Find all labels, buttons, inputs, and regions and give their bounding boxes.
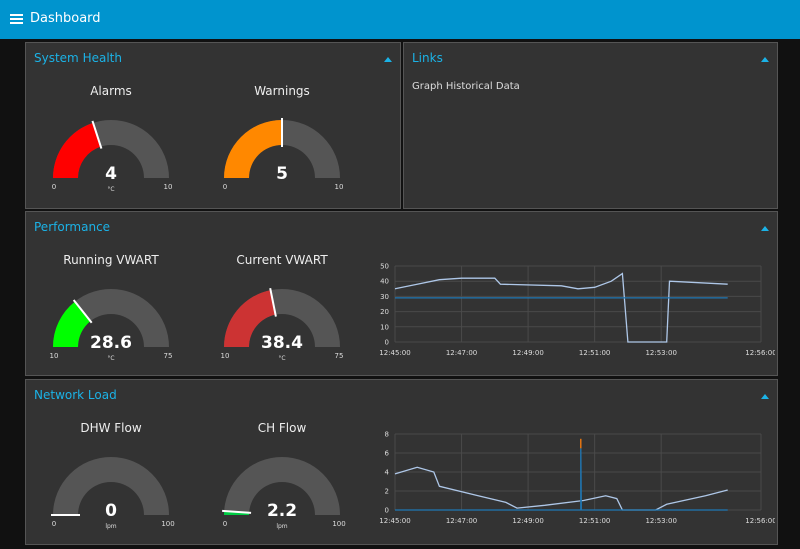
panel-title: Performance [34,220,111,234]
gauge-track [53,457,169,515]
panel-system-health: System Health Alarms 4 °C 0 10 Warnings 5 0 10 [25,42,401,209]
gauge-min-label: 0 [51,183,57,191]
x-tick-label: 12:45:00 [379,517,410,525]
series-line [394,272,728,343]
gauge-needle [91,120,103,149]
link-graph-historical-data[interactable]: Graph Historical Data [412,81,520,92]
gauge-value: 28.6 [90,333,132,353]
x-tick-label: 12:45:00 [379,349,410,357]
gauge-min-label: 10 [220,352,230,360]
gauge-max-label: 100 [161,520,175,528]
chart-network-load: 0 2 4 6 8 12:45:00 12:47:00 12:49:00 12:51:00 12:… [363,426,776,540]
gauge-needle [222,509,252,514]
gauge-min-label: 10 [49,352,59,360]
gauge-max-label: 100 [332,520,346,528]
gauge-units: lpm [276,523,288,530]
gauge-label: Alarms [90,84,132,98]
y-tick-label: 6 [385,450,390,458]
gauge-dhw-flow: DHW Flow 0 lpm 0 100 [41,421,181,531]
panel-title: System Health [34,51,122,65]
gauge-label: DHW Flow [80,421,142,435]
chart-svg: 0 10 20 30 40 50 12:45:00 12:47:00 12:49:00 12:51… [379,263,776,358]
y-tick-label: 40 [380,278,389,286]
gauge-min-label: 0 [222,520,228,528]
gauge-fill [224,290,276,347]
y-tick-label: 4 [385,469,390,477]
y-tick-label: 20 [380,308,389,316]
gauge-arc [53,120,169,178]
top-bar: Dashboard [0,0,800,39]
gauge-value: 2.2 [266,501,298,521]
gauge-value: 38.4 [261,333,303,353]
gauge-max-label: 75 [163,352,173,360]
x-tick-label: 12:49:00 [512,517,543,525]
gauge-fill [53,301,91,347]
gauge-value: 0 [105,501,117,521]
gauge-arc [224,118,340,178]
x-tick-label: 12:56:00 [745,349,775,357]
gauge-arc [224,287,340,347]
chart-svg: 0 2 4 6 8 12:45:00 12:47:00 12:49:00 12:51:00 12:… [379,431,776,526]
y-tick-label: 50 [380,263,389,271]
x-tick-label: 12:53:00 [645,517,676,525]
gauge-label: Warnings [254,84,310,98]
gauge-running-vwart: Running VWART 28.6 °C 10 75 [41,253,181,363]
gauge-arc [53,289,169,347]
gauge-arc [51,457,169,516]
y-tick-label: 8 [385,431,389,439]
gauge-label: Current VWART [236,253,328,267]
x-tick-label: 12:51:00 [579,517,610,525]
gauge-max-label: 10 [163,183,173,191]
gauge-alarms: Alarms 4 °C 0 10 [41,84,181,194]
collapse-icon[interactable] [761,57,769,62]
panel-title: Network Load [34,388,117,402]
gauge-needle [72,299,93,324]
chart-performance: 0 10 20 30 40 50 12:45:00 12:47:00 12:49:00 12:51… [363,258,776,372]
hamburger-menu-icon[interactable] [10,14,23,24]
series-line [395,448,728,511]
gauge-fill [53,122,101,178]
gauge-min-label: 0 [222,183,228,191]
gauge-arc [222,457,340,515]
gauge-track [53,289,169,347]
panel-performance: Performance Running VWART 28.6 °C 10 75 Curr… [25,211,778,376]
x-tick-label: 12:51:00 [579,349,610,357]
x-tick-label: 12:47:00 [446,349,477,357]
gauge-current-vwart: Current VWART 38.4 °C 10 75 [212,253,352,363]
gauge-ch-flow: CH Flow 2.2 lpm 0 100 [212,421,352,531]
gauge-needle [269,287,277,317]
panel-title: Links [412,51,443,65]
gauge-label: CH Flow [257,421,307,435]
gauge-units: °C [107,355,115,362]
gauge-max-label: 10 [334,183,344,191]
gauge-value: 4 [105,164,117,184]
panel-network-load: Network Load DHW Flow 0 lpm 0 100 CH Flow 2.2… [25,379,778,545]
y-tick-label: 10 [380,323,389,331]
gauge-fill [224,120,282,178]
gauge-units: °C [107,186,115,193]
gauge-units: lpm [105,523,117,530]
gauge-min-label: 0 [51,520,57,528]
y-tick-label: 0 [385,507,389,515]
collapse-icon[interactable] [761,394,769,399]
gauge-value: 5 [276,164,288,184]
x-tick-label: 12:53:00 [645,349,676,357]
x-tick-label: 12:47:00 [446,517,477,525]
gauge-track [224,457,340,515]
gauge-max-label: 75 [334,352,344,360]
gauge-label: Running VWART [63,253,159,267]
x-tick-label: 12:56:00 [745,517,775,525]
y-tick-label: 30 [380,293,389,301]
series-line [394,466,728,511]
app-title: Dashboard [30,11,101,26]
y-tick-label: 2 [385,488,389,496]
y-tick-label: 0 [385,339,389,347]
x-tick-label: 12:49:00 [512,349,543,357]
gauge-units: °C [278,355,286,362]
collapse-icon[interactable] [761,226,769,231]
gauge-warnings: Warnings 5 0 10 [212,84,352,194]
panel-links: Links Graph Historical Data [403,42,778,209]
collapse-icon[interactable] [384,57,392,62]
